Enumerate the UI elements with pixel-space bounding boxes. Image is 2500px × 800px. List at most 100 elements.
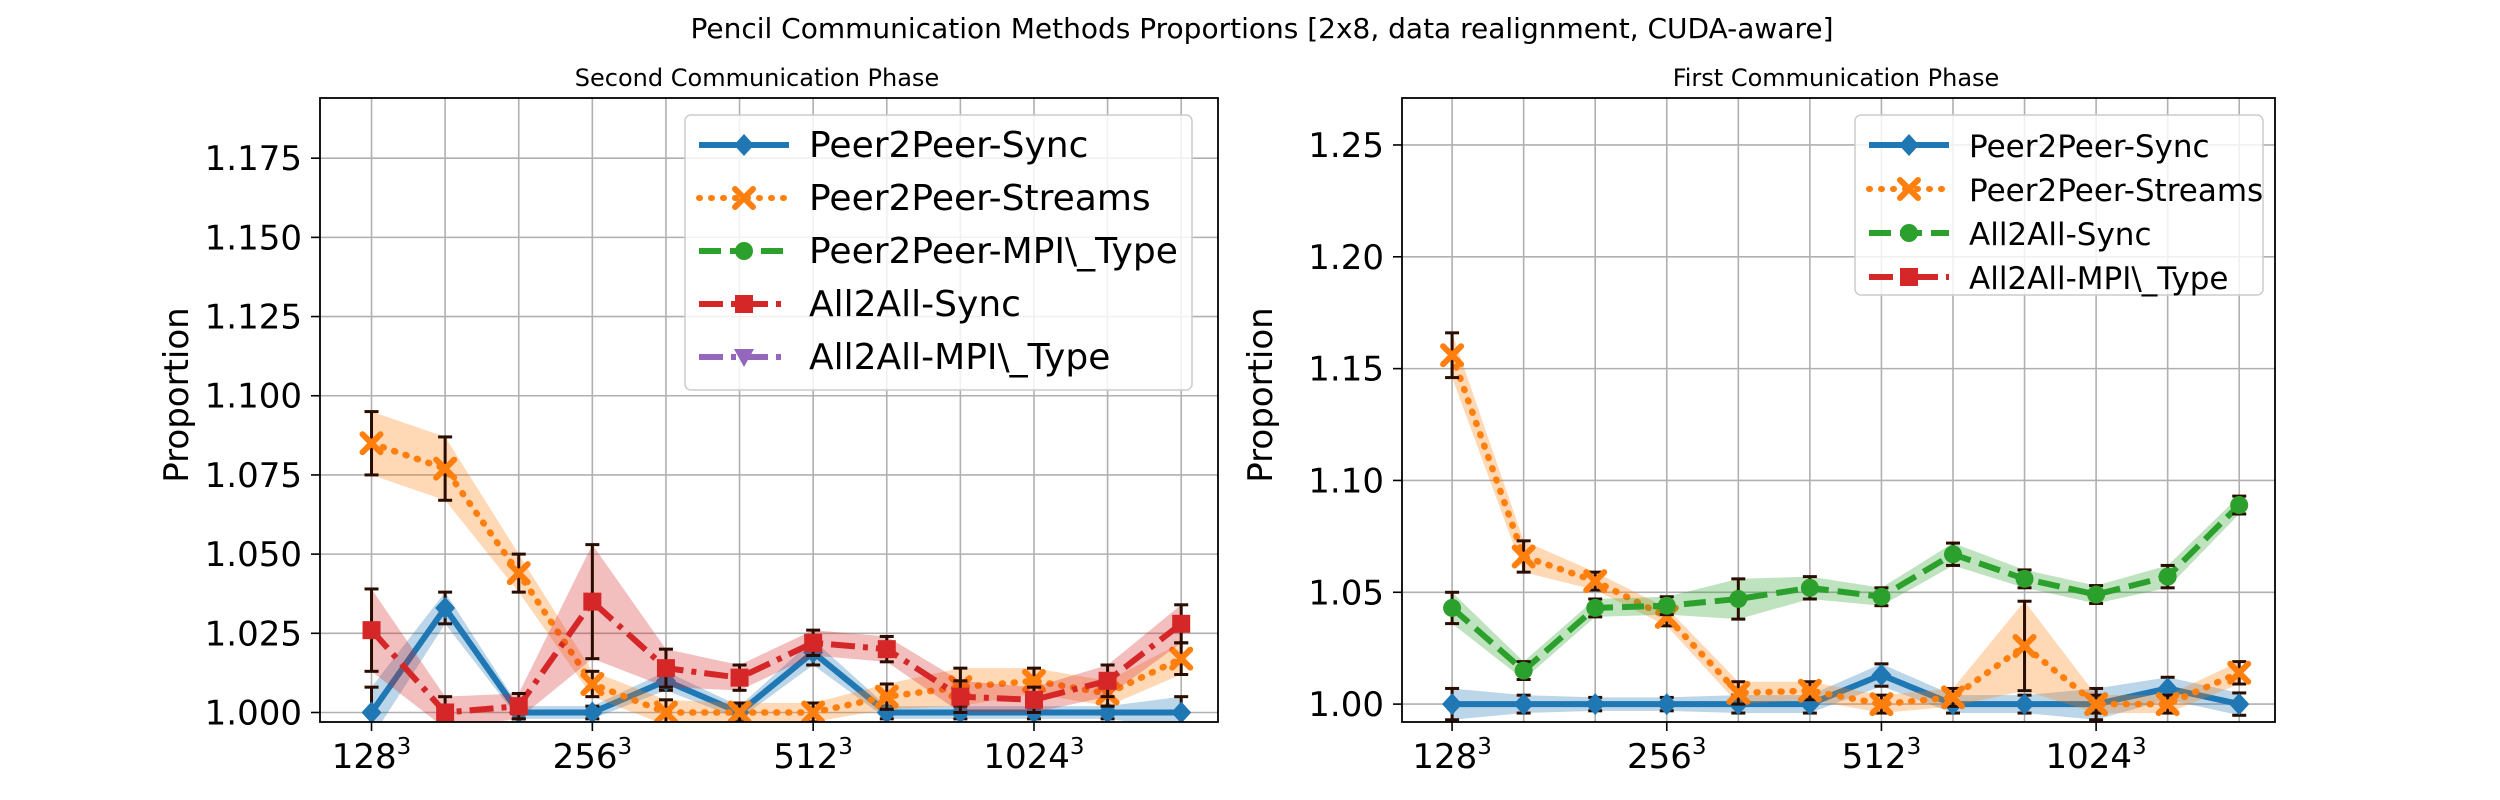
legend-marker <box>735 242 753 260</box>
x-tick-label-exponent: 3 <box>1692 734 1707 760</box>
data-point <box>1585 693 1606 716</box>
legend-label: Peer2Peer-MPI\_Type <box>809 231 1178 272</box>
legend-marker <box>1899 134 1919 156</box>
legend-marker <box>1897 177 1921 201</box>
data-point <box>1024 690 1043 709</box>
x-tick-label-base: 1024 <box>2046 737 2133 777</box>
data-point <box>1869 692 1894 717</box>
data-point <box>1171 701 1192 722</box>
plot-area <box>359 410 1194 722</box>
x-tick-label-exponent: 3 <box>2132 734 2147 760</box>
data-point <box>1511 544 1536 569</box>
data-point <box>1440 343 1465 368</box>
x-tick-label-exponent: 3 <box>1477 734 1492 760</box>
axes-frame <box>319 97 1219 723</box>
x-tick-label-base: 512 <box>773 737 838 777</box>
legend-label: Peer2Peer-Streams <box>1969 173 2263 209</box>
data-point <box>433 456 458 481</box>
data-point <box>2014 693 2035 716</box>
data-point <box>1514 661 1533 680</box>
data-point <box>2230 496 2249 515</box>
data-point <box>1872 587 1891 606</box>
y-tick-label: 1.05 <box>1308 573 1384 613</box>
x-tick-label: 2563 <box>1627 734 1707 777</box>
series-line <box>1450 502 2242 674</box>
legend-box <box>1854 114 2264 296</box>
legend-marker <box>1900 268 1918 286</box>
data-point <box>1172 614 1191 633</box>
y-tick-label: 1.125 <box>205 298 302 338</box>
figure-title: Pencil Communication Methods Proportions… <box>690 12 1833 45</box>
x-tick-label-exponent: 3 <box>617 734 632 760</box>
y-tick-label: 1.00 <box>1308 685 1384 725</box>
data-point <box>582 701 603 722</box>
legend-entry-all2all-mpi-type: All2All-MPI\_Type <box>699 337 1110 378</box>
data-point <box>730 668 749 687</box>
x-tick-label: 5123 <box>1842 734 1922 777</box>
y-tick-label: 1.025 <box>205 614 302 654</box>
y-tick-label: 1.10 <box>1308 461 1384 501</box>
data-point <box>359 431 384 456</box>
data-point <box>2087 585 2106 604</box>
data-point <box>2015 569 2034 588</box>
axes-frame <box>1401 97 2276 723</box>
data-point <box>1943 545 1962 564</box>
data-point <box>804 633 823 652</box>
data-point <box>361 701 382 722</box>
legend-box <box>684 114 1193 391</box>
y-tick-label: 1.075 <box>205 456 302 496</box>
data-point <box>876 701 897 722</box>
chart-title: Second Communication Phase <box>575 64 939 92</box>
data-point <box>951 687 970 706</box>
legend-marker <box>735 295 753 313</box>
legend: Peer2Peer-Sync Peer2Peer-Streams Peer2Peer… <box>684 114 1193 391</box>
data-point <box>877 640 896 659</box>
legend-label: All2All-Sync <box>809 284 1021 325</box>
data-point <box>874 684 899 709</box>
x-tick-label: 10243 <box>983 734 1084 777</box>
data-point <box>2158 567 2177 586</box>
x-tick-label-exponent: 3 <box>1070 734 1085 760</box>
y-tick-label: 1.050 <box>205 535 302 575</box>
x-tick-label: 5123 <box>773 734 853 777</box>
data-point <box>653 700 678 722</box>
data-point <box>506 561 531 586</box>
series-all2all-sync <box>1443 494 2249 682</box>
data-point <box>1169 646 1194 671</box>
legend-label: Peer2Peer-Sync <box>1969 129 2210 165</box>
data-point <box>1443 598 1462 617</box>
data-point <box>1656 693 1677 716</box>
data-point <box>583 592 602 611</box>
data-point <box>1871 664 1892 687</box>
x-tick-label-base: 128 <box>332 737 397 777</box>
data-point <box>1797 678 1822 703</box>
data-point <box>656 659 675 678</box>
chart-first-communication-phase: First Communication Phase Proportion 1.0… <box>1241 64 2276 777</box>
confidence-band <box>1452 496 2240 680</box>
legend-label: Peer2Peer-Streams <box>809 178 1151 219</box>
chart-title: First Communication Phase <box>1673 64 2000 92</box>
data-point <box>801 700 826 722</box>
y-tick-label: 1.000 <box>205 693 302 733</box>
x-tick-label-base: 128 <box>1412 737 1477 777</box>
data-point <box>509 697 528 716</box>
data-point <box>1657 596 1676 615</box>
x-tick-label-base: 1024 <box>983 737 1070 777</box>
x-tick-label-exponent: 3 <box>1907 734 1922 760</box>
series-all2all-sync <box>362 543 1191 722</box>
data-point <box>2227 660 2252 685</box>
chart-second-communication-phase: Second Communication Phase Proportion 1.… <box>157 64 1219 777</box>
legend-marker <box>734 134 754 156</box>
legend-entry-all2all-mpi-type: All2All-MPI\_Type <box>1869 261 2229 297</box>
data-point <box>436 703 455 722</box>
x-tick-label: 10243 <box>2046 734 2147 777</box>
data-point <box>2084 692 2109 717</box>
confidence-band <box>371 544 1182 722</box>
legend-entry-peer2peer-sync: Peer2Peer-Sync <box>699 125 1088 166</box>
y-tick-label: 1.175 <box>205 139 302 179</box>
legend-marker <box>734 349 754 367</box>
legend-label: All2All-MPI\_Type <box>809 337 1110 378</box>
legend: Peer2Peer-Sync Peer2Peer-Streams All2All-S… <box>1854 114 2264 297</box>
data-point <box>1800 578 1819 597</box>
legend-entry-all2all-sync: All2All-Sync <box>1869 217 2152 253</box>
